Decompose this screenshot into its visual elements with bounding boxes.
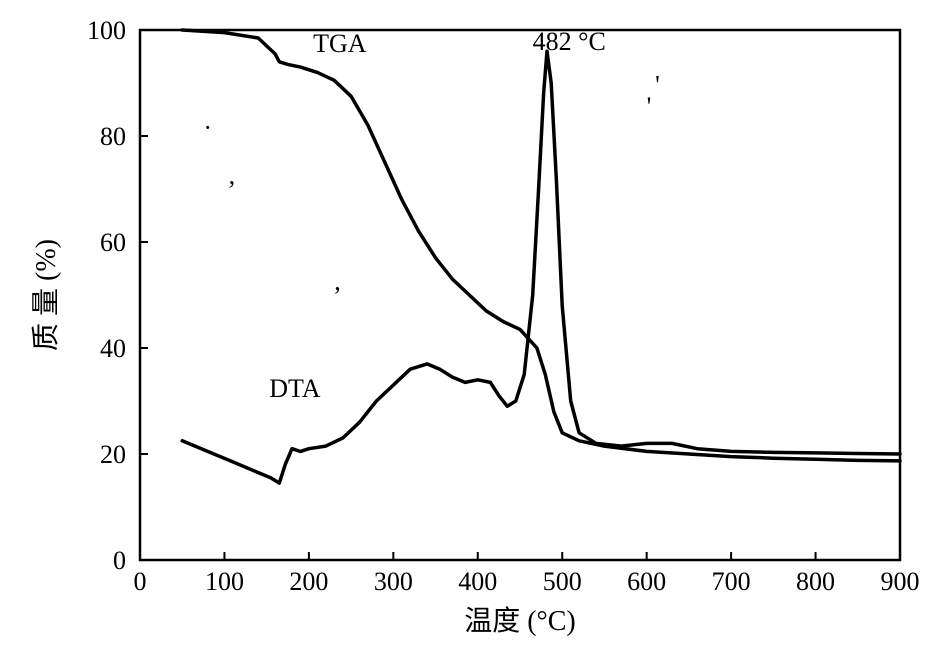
x-tick-label: 600 [627, 567, 666, 596]
x-tick-label: 400 [458, 567, 497, 596]
plot-frame [140, 30, 900, 560]
artifact-mark: ' [647, 92, 652, 121]
x-tick-label: 900 [881, 567, 920, 596]
thermal-analysis-chart: 0 100 200 300 400 500 600 700 800 900 0 20 40 60 80 100… [0, 0, 929, 650]
y-tick-label: 0 [113, 546, 126, 575]
artifact-mark: , [334, 267, 341, 296]
series-dta [182, 51, 900, 483]
y-tick-label: 80 [100, 122, 126, 151]
x-tick-label: 700 [712, 567, 751, 596]
x-tick-label: 0 [134, 567, 147, 596]
y-tick-label: 60 [100, 228, 126, 257]
series-label-dta: DTA [269, 374, 321, 403]
x-axis-label: 温度 (°C) [464, 605, 576, 637]
series-label-tga: TGA [313, 29, 367, 58]
chart-svg: 0 100 200 300 400 500 600 700 800 900 0 20 40 60 80 100… [0, 0, 929, 650]
y-tick-label: 40 [100, 334, 126, 363]
x-tick-label: 300 [374, 567, 413, 596]
x-tick-label: 800 [796, 567, 835, 596]
artifact-mark: · [203, 113, 212, 142]
x-tick-label: 100 [205, 567, 244, 596]
artifact-mark: , [229, 161, 236, 190]
x-tick-label: 500 [543, 567, 582, 596]
peak-annotation: 482 °C [533, 27, 606, 56]
y-tick-label: 100 [87, 16, 126, 45]
y-tick-label: 20 [100, 440, 126, 469]
y-axis-label: 质 量 (%) [30, 239, 62, 351]
x-tick-label: 200 [289, 567, 328, 596]
artifact-mark: ' [655, 71, 660, 100]
